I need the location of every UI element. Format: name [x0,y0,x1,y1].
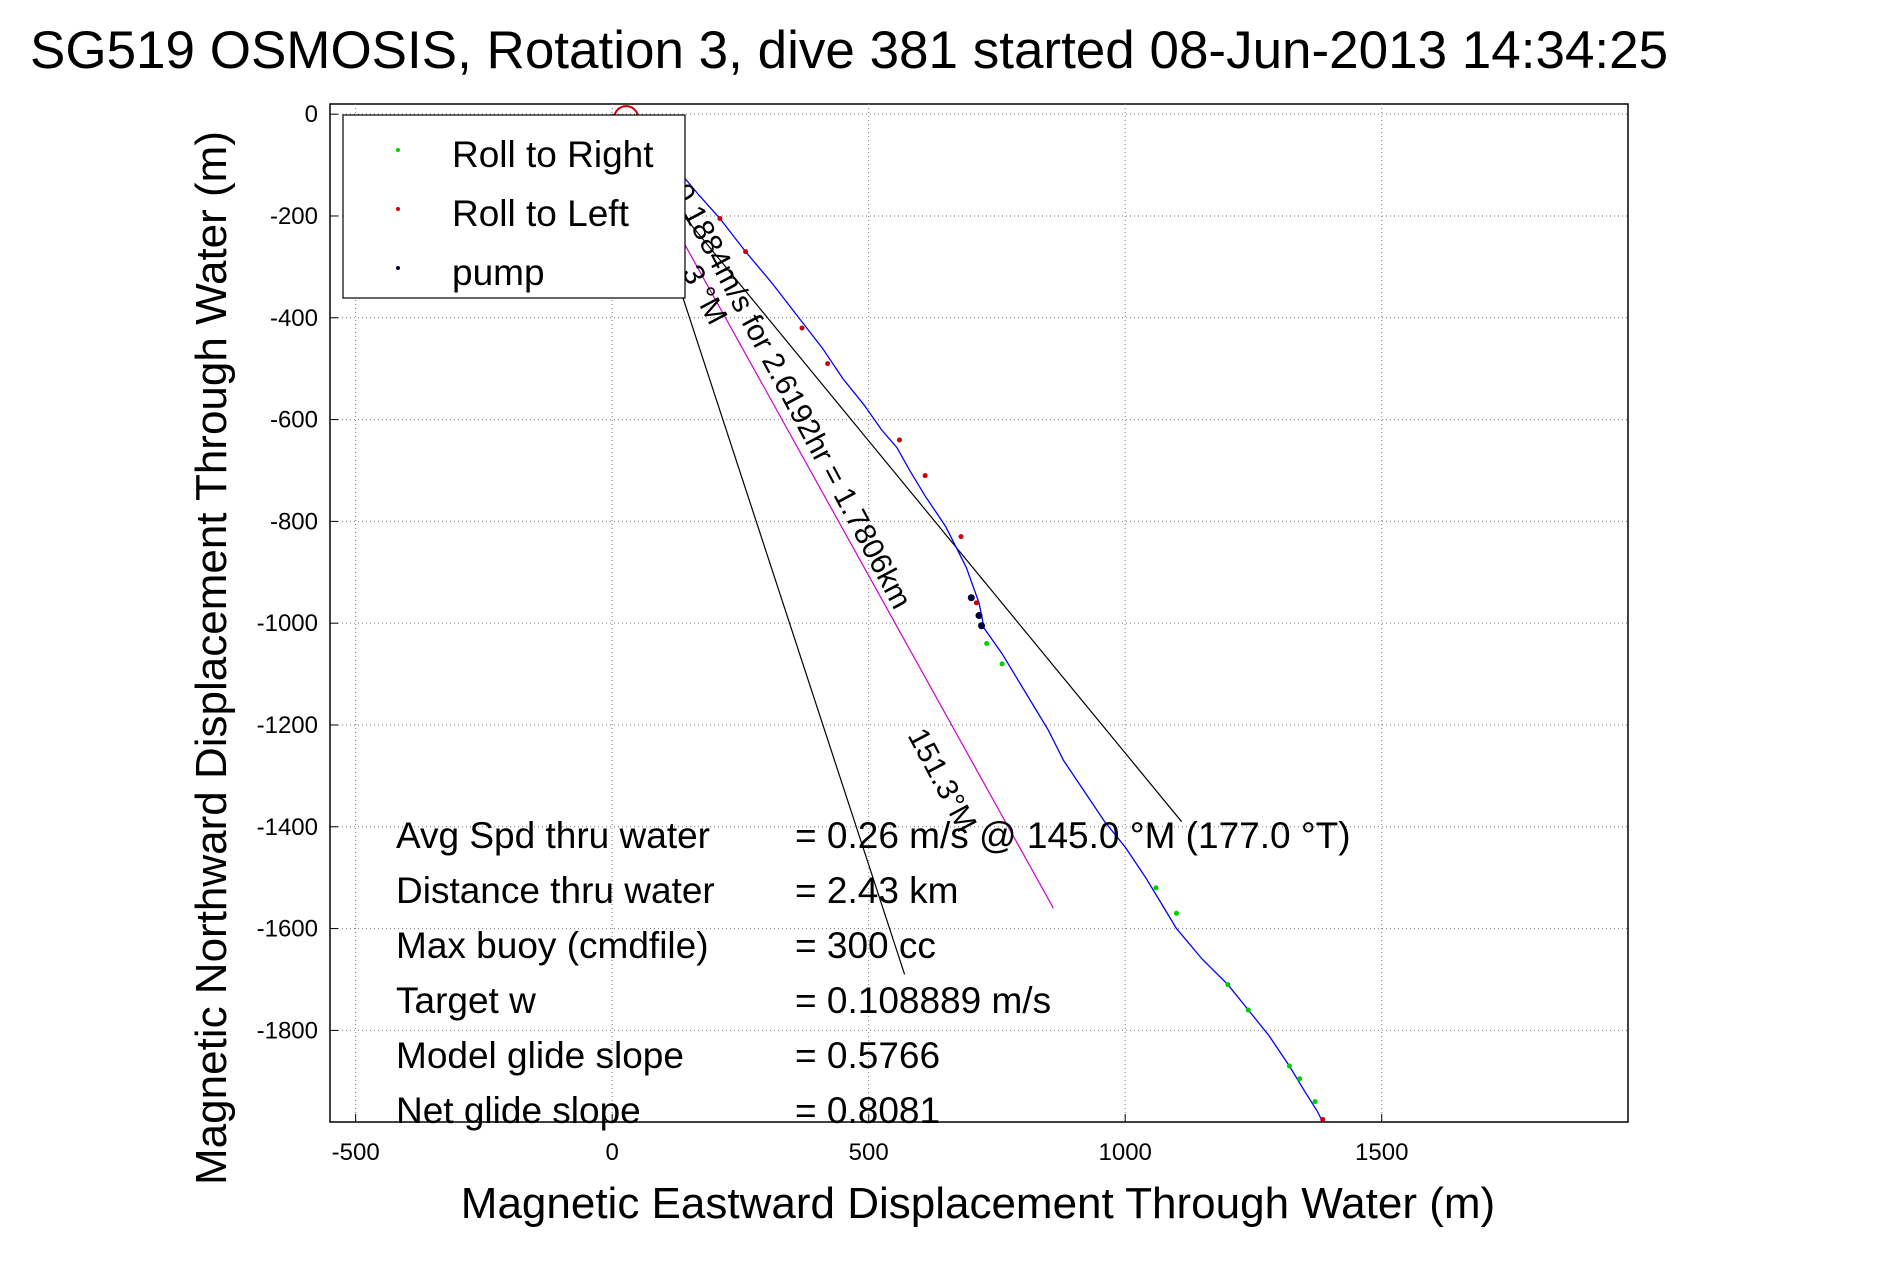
stat-label: Distance thru water [396,870,715,911]
roll-right-point [999,661,1005,667]
stat-label: Max buoy (cmdfile) [396,925,709,966]
legend-label: Roll to Left [452,193,630,234]
roll-left-point [958,534,964,540]
y-axis-ticks: 0 -200 -400 -600 -800 -1000 -1200 -1400 -1600 -18… [257,101,338,1044]
x-axis-label: Magnetic Eastward Displacement Through W… [461,1179,1495,1228]
x-tick-label: 1500 [1355,1139,1408,1166]
x-tick-label: 500 [849,1139,889,1166]
legend-box [342,114,686,299]
roll-left-point [896,437,902,443]
roll-left-point [973,600,979,606]
y-tick-label: -800 [270,508,318,535]
legend-marker [396,207,400,211]
stat-value: = 0.108889 m/s [795,980,1051,1021]
track-line [611,113,1324,1123]
roll-right-point [1153,885,1159,891]
legend-marker [396,266,400,270]
roll-right-point [984,641,990,647]
y-tick-label: -1800 [257,1017,318,1044]
stat-label: Target w [396,980,536,1021]
y-tick-label: 0 [305,101,318,128]
legend-label: pump [452,252,545,293]
y-tick-label: -400 [270,305,318,332]
roll-right-point [1245,1007,1251,1013]
stat-value: = 0.5766 [795,1035,940,1076]
glider-track [611,105,1324,1123]
stat-label: Model glide slope [396,1035,684,1076]
pump-point [975,612,983,620]
x-tick-label: 1000 [1099,1139,1152,1166]
pump-point [967,594,975,602]
legend: Roll to Right Roll to Left pump [342,114,686,299]
x-tick-label: -500 [332,1139,380,1166]
roll-left-point [717,216,723,222]
y-axis-label: Magnetic Northward Displacement Through … [187,131,236,1185]
stat-value: = 300 cc [795,925,936,966]
x-axis-ticks: -500 0 500 1000 1500 [332,1114,1408,1166]
stat-value: = 0.8081 [795,1090,940,1131]
x-tick-label: 0 [605,1139,618,1166]
roll-left-point [799,325,805,331]
reference-line [637,159,1054,909]
pump-point [978,622,986,630]
roll-right-point [1174,910,1180,916]
roll-left-point [743,249,749,255]
roll-right-point [1312,1099,1318,1105]
event-points [619,114,1326,1122]
y-tick-label: -200 [270,203,318,230]
roll-right-point [1286,1063,1292,1069]
stat-label: Net glide slope [396,1090,641,1131]
y-tick-label: -1000 [257,610,318,637]
y-tick-label: -1400 [257,814,318,841]
roll-right-point [1297,1076,1303,1082]
roll-left-point [825,361,831,367]
start-loop [613,105,640,119]
reference-line [637,159,1183,823]
roll-right-point [1225,982,1231,988]
y-tick-label: -1600 [257,916,318,943]
stat-value: = 2.43 km [795,870,959,911]
y-tick-label: -1200 [257,712,318,739]
stat-value: = 0.26 m/s @ 145.0 °M (177.0 °T) [795,815,1351,856]
y-tick-label: -600 [270,407,318,434]
stats-block: Avg Spd thru water = 0.26 m/s @ 145.0 °M … [396,815,1351,1131]
legend-label: Roll to Right [452,134,654,175]
roll-left-point [922,473,928,479]
chart-title: SG519 OSMOSIS, Rotation 3, dive 381 star… [30,21,1668,80]
roll-left-point [1320,1116,1326,1122]
grid-lines [330,104,1628,1122]
stat-label: Avg Spd thru water [396,815,710,856]
legend-marker [396,148,400,152]
